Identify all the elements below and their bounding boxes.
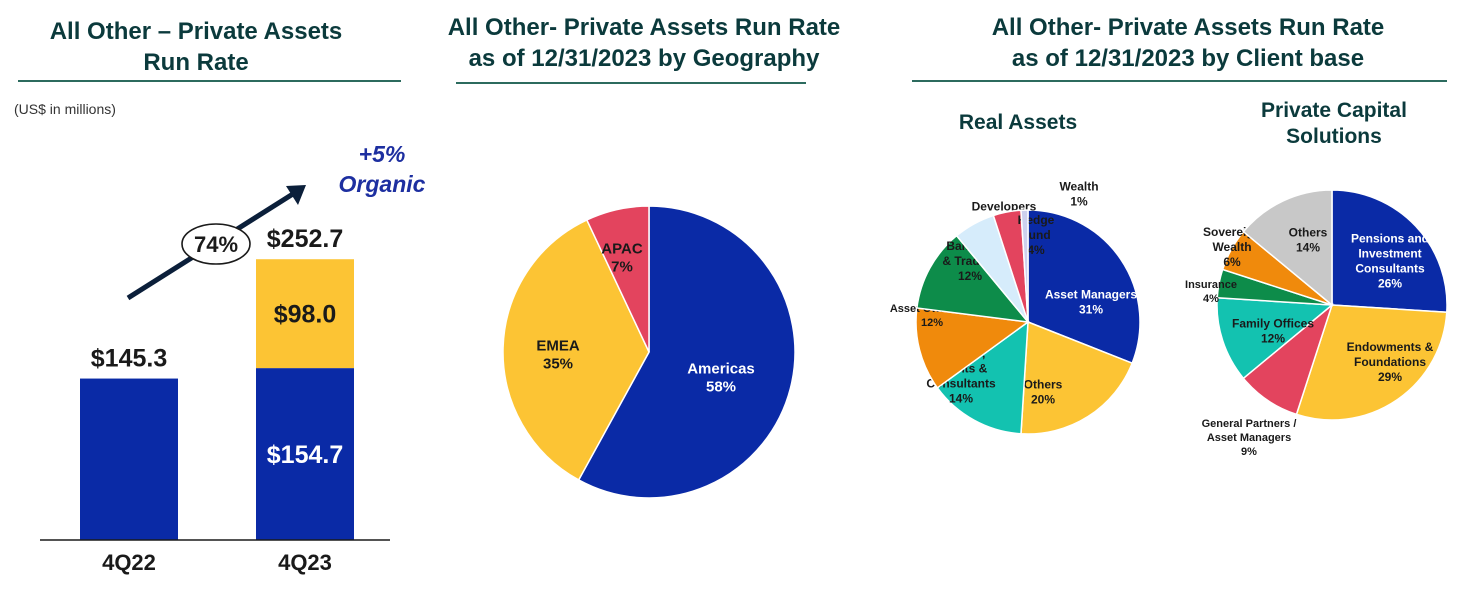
pie-slice-wealth <box>1020 209 1029 323</box>
growth-pct-label: 74% <box>194 232 238 257</box>
pie-slice-asset-managers <box>1027 209 1141 365</box>
real-assets-title: Real Assets <box>958 111 1078 134</box>
pie-label: Pensions and Investment Consultants 26% <box>1351 232 1429 291</box>
pie-label: Insurance 4% <box>1185 279 1237 305</box>
panel1-title-line1: All Other – Private Assets <box>49 18 343 45</box>
pcs-title-line2: Solutions <box>1286 125 1382 148</box>
pcs-title: Private Capital Solutions <box>1234 98 1434 150</box>
pie-slice-endowments-foundations <box>1295 304 1448 421</box>
growth-arrowhead <box>286 185 306 205</box>
panel3-title-line1: All Other- Private Assets Run Rate <box>991 14 1385 41</box>
pcs-pie: Pensions and Investment Consultants 26% Endo… <box>1185 189 1448 458</box>
units-note: (US$ in millions) <box>14 101 116 117</box>
panel2-rule <box>456 82 806 84</box>
geography-pie: Americas 58% EMEA 35% APAC 7% <box>502 205 796 499</box>
pie-slice-apac <box>585 205 650 353</box>
pie-label: General Partners / Asset Managers 9% <box>1202 418 1297 458</box>
bar-total-label: $145.3 <box>91 345 167 373</box>
pie-label: Americas 58% <box>687 360 755 395</box>
pcs-title-line1: Private Capital <box>1261 99 1407 122</box>
pie-label: Endowments & Foundations 29% <box>1347 340 1434 384</box>
pie-slice-asset-owners-consultants <box>915 307 1030 389</box>
pie-label: APAC 7% <box>601 240 643 275</box>
bar-segment-4q23-1 <box>256 259 354 369</box>
pie-slice-family-offices <box>1216 296 1334 380</box>
pie-slice-emea <box>502 218 650 481</box>
panel2-title-line2: as of 12/31/2023 by Geography <box>468 45 820 72</box>
pie-slice-pensions-and-investment-consultants <box>1331 189 1448 314</box>
pie-slice-banking-trading <box>916 234 1030 323</box>
panel1-title-line2: Run Rate <box>143 49 249 76</box>
panel2-title: All Other- Private Assets Run Rate as of… <box>436 12 852 74</box>
pie-label: EMEA 35% <box>536 337 580 372</box>
panel2-title-line1: All Other- Private Assets Run Rate <box>447 14 841 41</box>
bar-segment-4q22-0 <box>80 378 178 540</box>
bar-value-label: $98.0 <box>274 301 337 329</box>
pie-slice-americas <box>577 205 796 499</box>
real-assets-pie: Asset Managers31%Others20%Brokers,Agents… <box>890 180 1141 435</box>
category-label-4q23: 4Q23 <box>278 550 332 575</box>
organic-line1: +5% <box>359 141 406 167</box>
pie-label: Wealth 1% <box>1059 180 1098 209</box>
panel3-rule <box>912 80 1447 82</box>
bar-total-label: $252.7 <box>267 225 343 253</box>
pie-slice-brokers-agents-consultants <box>936 320 1029 435</box>
growth-oval <box>181 223 251 265</box>
pie-label: Asset Managers 31% <box>1045 288 1137 317</box>
panel1-title: All Other – Private Assets Run Rate <box>18 16 374 78</box>
panel1-rule <box>18 80 401 82</box>
panel3-title-line2: as of 12/31/2023 by Client base <box>1011 45 1365 72</box>
pie-slice-others <box>1020 320 1134 435</box>
pie-label: Family Offices 12% <box>1232 317 1314 346</box>
pie-label: Others 14% <box>1289 226 1328 255</box>
category-label-4q22: 4Q22 <box>102 550 156 575</box>
bar-segment-4q23-0 <box>256 368 354 540</box>
organic-line2: Organic <box>339 171 426 197</box>
pie-slice-others <box>1242 189 1333 307</box>
bar-value-label: $154.7 <box>267 441 343 469</box>
panel3-title: All Other- Private Assets Run Rate as of… <box>960 12 1416 74</box>
pie-label: Others 20% <box>1024 378 1063 407</box>
